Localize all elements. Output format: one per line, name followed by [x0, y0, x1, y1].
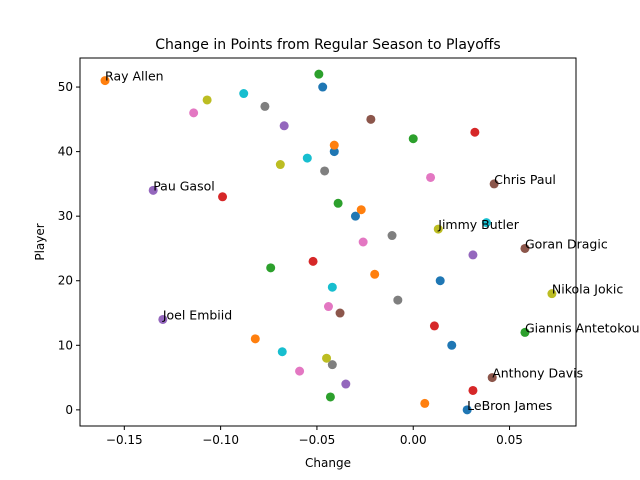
data-point — [420, 398, 430, 408]
y-tick-label: 20 — [58, 274, 73, 288]
y-tick-label: 30 — [58, 209, 73, 223]
data-point — [487, 373, 497, 383]
data-point — [250, 334, 260, 344]
data-point — [218, 192, 228, 202]
data-point — [308, 256, 318, 266]
data-point — [314, 69, 324, 79]
data-point — [393, 295, 403, 305]
data-point — [370, 269, 380, 279]
data-point — [100, 76, 110, 86]
data-point — [320, 166, 330, 176]
point-label: Chris Paul — [494, 172, 556, 187]
point-label: Anthony Davis — [492, 366, 583, 381]
data-point — [279, 121, 289, 131]
data-point — [435, 276, 445, 286]
point-label: Ray Allen — [105, 69, 164, 84]
data-point — [387, 231, 397, 241]
data-point — [239, 89, 249, 99]
data-point — [366, 114, 376, 124]
point-label: Jimmy Butler — [437, 217, 519, 232]
data-point — [547, 289, 557, 299]
data-point — [489, 179, 499, 189]
data-point — [481, 218, 491, 228]
data-point — [468, 385, 478, 395]
data-point — [462, 405, 472, 415]
data-point — [329, 147, 339, 157]
data-point — [408, 134, 418, 144]
point-label: Giannis Antetokounmpo — [525, 320, 640, 335]
point-labels-layer: LeBron James Anthony Davis Giannis Antetok… — [105, 69, 640, 413]
data-point — [358, 237, 368, 247]
point-label: LeBron James — [467, 398, 552, 413]
data-point — [266, 263, 276, 273]
data-point — [277, 347, 287, 357]
data-point — [468, 250, 478, 260]
data-point — [350, 211, 360, 221]
data-point — [189, 108, 199, 118]
data-point — [318, 82, 328, 92]
point-label: Nikola Jokic — [552, 282, 623, 297]
data-point — [433, 224, 443, 234]
y-tick-label: 50 — [58, 80, 73, 94]
data-point — [429, 321, 439, 331]
y-tick-label: 40 — [58, 145, 73, 159]
y-axis: 0 10 20 30 40 50 — [58, 80, 80, 417]
y-tick-label: 0 — [65, 403, 73, 417]
data-point — [520, 243, 530, 253]
y-axis-label: Player — [33, 223, 47, 260]
data-point — [323, 302, 333, 312]
x-tick-label: −0.10 — [202, 433, 239, 447]
data-point — [260, 101, 270, 111]
points-layer — [100, 69, 557, 415]
point-label: Joel Embiid — [162, 307, 232, 322]
data-point — [327, 282, 337, 292]
x-axis-label: Change — [305, 456, 351, 470]
data-point — [327, 360, 337, 370]
x-tick-label: 0.00 — [400, 433, 427, 447]
x-tick-label: −0.15 — [106, 433, 143, 447]
data-point — [341, 379, 351, 389]
data-point — [295, 366, 305, 376]
plot-frame — [79, 57, 577, 427]
x-tick-label: −0.05 — [299, 433, 336, 447]
data-point — [333, 198, 343, 208]
chart-title: Change in Points from Regular Season to … — [155, 37, 500, 53]
data-point — [275, 160, 285, 170]
point-label: Pau Gasol — [153, 178, 215, 193]
data-point — [202, 95, 212, 105]
data-point — [322, 353, 332, 363]
x-tick-label: 0.05 — [496, 433, 523, 447]
data-point — [470, 127, 480, 137]
data-point — [302, 153, 312, 163]
data-point — [158, 314, 168, 324]
x-axis: −0.15 −0.10 −0.05 0.00 0.05 — [106, 426, 523, 447]
data-point — [447, 340, 457, 350]
data-point — [426, 172, 436, 182]
data-point — [520, 327, 530, 337]
y-tick-label: 10 — [58, 338, 73, 352]
data-point — [325, 392, 335, 402]
data-point — [148, 185, 158, 195]
point-label: Goran Dragic — [525, 236, 608, 251]
data-point — [356, 205, 366, 215]
data-point — [329, 140, 339, 150]
data-point — [335, 308, 345, 318]
